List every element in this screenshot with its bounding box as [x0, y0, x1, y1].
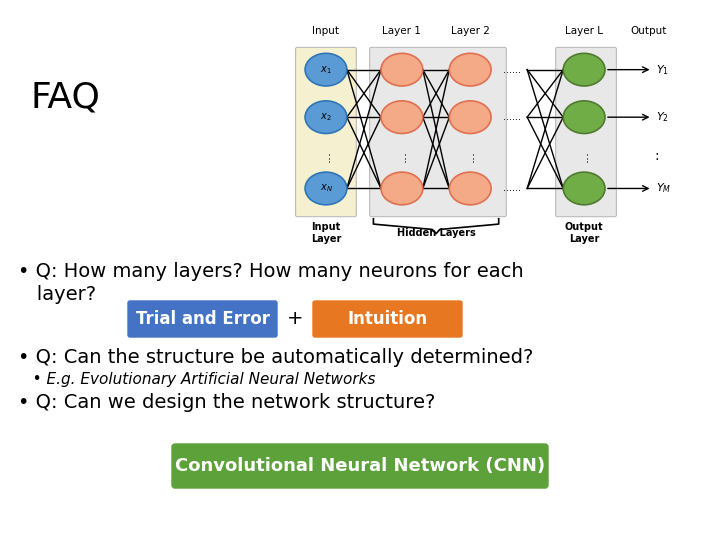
Text: Input: Input: [312, 26, 339, 36]
Text: FAQ: FAQ: [30, 80, 100, 114]
Circle shape: [305, 53, 347, 86]
Circle shape: [381, 53, 423, 86]
Text: Intuition: Intuition: [348, 310, 428, 328]
Text: layer?: layer?: [18, 285, 96, 304]
Text: ......: ......: [503, 184, 521, 193]
Text: Output: Output: [631, 26, 667, 36]
Text: Trial and Error: Trial and Error: [135, 310, 269, 328]
Circle shape: [305, 101, 347, 133]
Text: ...: ...: [395, 150, 408, 162]
Text: • E.g. Evolutionary Artificial Neural Networks: • E.g. Evolutionary Artificial Neural Ne…: [18, 372, 376, 387]
Text: ......: ......: [503, 112, 521, 122]
Text: :: :: [654, 149, 659, 163]
Text: Hidden Layers: Hidden Layers: [397, 228, 475, 238]
Circle shape: [563, 101, 605, 133]
Text: $Y_M$: $Y_M$: [656, 181, 672, 195]
Text: ......: ......: [503, 65, 521, 75]
Circle shape: [381, 172, 423, 205]
Text: $x_2$: $x_2$: [320, 111, 332, 123]
Circle shape: [449, 101, 491, 133]
Text: • Q: Can we design the network structure?: • Q: Can we design the network structure…: [18, 393, 436, 412]
Text: +: +: [287, 309, 303, 328]
Text: $Y_1$: $Y_1$: [656, 63, 670, 77]
Text: ...: ...: [464, 150, 477, 162]
Text: Convolutional Neural Network (CNN): Convolutional Neural Network (CNN): [175, 457, 545, 475]
Circle shape: [381, 101, 423, 133]
Text: Layer 1: Layer 1: [382, 26, 421, 36]
FancyBboxPatch shape: [296, 48, 356, 217]
FancyBboxPatch shape: [556, 48, 616, 217]
Circle shape: [305, 172, 347, 205]
Text: • Q: How many layers? How many neurons for each: • Q: How many layers? How many neurons f…: [18, 262, 523, 281]
Circle shape: [563, 172, 605, 205]
FancyBboxPatch shape: [128, 301, 277, 337]
FancyBboxPatch shape: [172, 444, 548, 488]
Text: Layer L: Layer L: [565, 26, 603, 36]
Circle shape: [449, 172, 491, 205]
FancyBboxPatch shape: [369, 48, 506, 217]
Text: $Y_2$: $Y_2$: [656, 110, 669, 124]
Text: $x_1$: $x_1$: [320, 64, 332, 76]
Text: Layer 2: Layer 2: [451, 26, 490, 36]
Text: $x_N$: $x_N$: [320, 183, 333, 194]
Circle shape: [449, 53, 491, 86]
Circle shape: [563, 53, 605, 86]
Text: • Q: Can the structure be automatically determined?: • Q: Can the structure be automatically …: [18, 348, 534, 367]
Text: ...: ...: [320, 150, 333, 162]
FancyBboxPatch shape: [313, 301, 462, 337]
Text: Output
Layer: Output Layer: [564, 222, 603, 244]
Text: Input
Layer: Input Layer: [311, 222, 341, 244]
Text: ...: ...: [577, 150, 590, 162]
